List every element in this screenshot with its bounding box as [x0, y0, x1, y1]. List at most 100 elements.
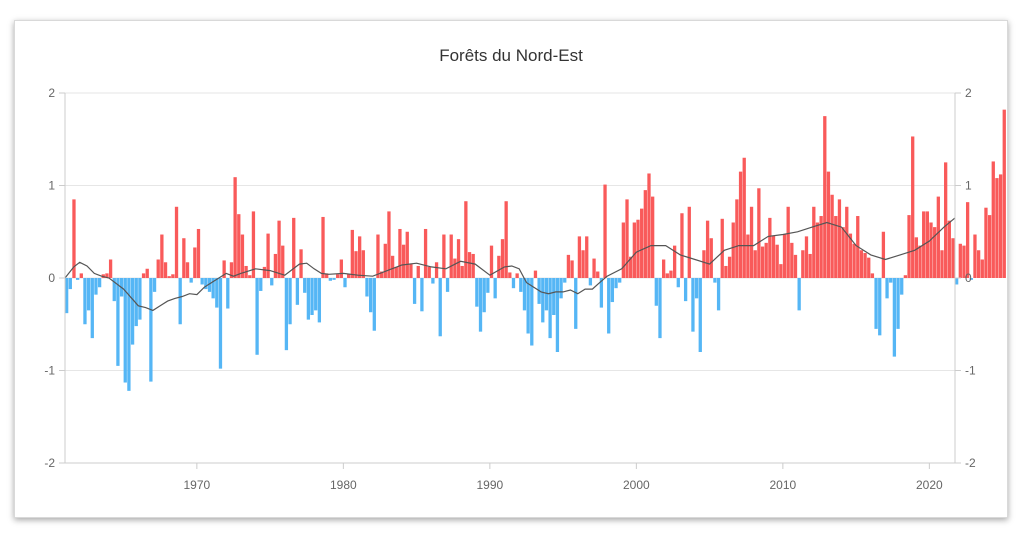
data-bar: [665, 273, 669, 278]
data-bar: [618, 278, 622, 283]
data-bar: [819, 216, 823, 278]
data-bar: [1002, 109, 1006, 279]
data-bar: [438, 278, 442, 337]
data-bar: [911, 136, 915, 278]
data-bar: [720, 218, 724, 278]
data-bar: [881, 231, 886, 278]
data-bar: [727, 256, 732, 278]
data-bar: [629, 256, 633, 278]
axes-group: [59, 92, 961, 469]
data-bar: [925, 211, 929, 278]
data-bar: [248, 275, 252, 278]
data-bar: [867, 257, 871, 278]
data-bar: [478, 278, 483, 332]
data-bar: [658, 278, 662, 339]
data-bar: [724, 265, 728, 278]
data-bar: [621, 222, 626, 278]
data-bar: [255, 278, 259, 355]
y-tick-label-left: 1: [48, 179, 55, 193]
data-bar: [497, 255, 501, 278]
data-bar: [189, 278, 193, 283]
data-bar: [229, 262, 234, 278]
data-bar: [218, 278, 223, 369]
data-bar: [793, 254, 798, 278]
data-bar: [467, 252, 472, 278]
data-bar: [167, 276, 171, 278]
data-bar: [760, 246, 765, 278]
data-bar: [698, 278, 702, 352]
data-bar: [951, 238, 955, 278]
data-bar: [207, 278, 212, 292]
data-bar: [837, 199, 842, 278]
data-bar: [339, 259, 343, 278]
data-bar: [603, 184, 607, 278]
data-bar: [277, 220, 281, 278]
data-bar: [991, 161, 995, 278]
data-bar: [79, 273, 83, 278]
data-bar: [94, 278, 98, 295]
data-bar: [958, 243, 962, 278]
tick-labels-group: 2 2 1 1 0 0 -1 -1 -2 -2 1970 1980 1990 2000 2010 2020: [44, 86, 976, 492]
data-bar: [343, 278, 347, 288]
data-bar: [193, 247, 197, 278]
data-bar: [947, 220, 951, 278]
data-bar: [907, 215, 911, 278]
data-bar: [764, 242, 768, 278]
data-bar: [504, 201, 508, 278]
data-bar: [691, 278, 695, 332]
data-bar: [314, 278, 318, 311]
data-bar: [845, 206, 849, 278]
data-bar: [489, 245, 494, 278]
data-bar: [328, 278, 332, 281]
data-bar: [779, 264, 783, 278]
data-bar: [929, 222, 933, 278]
data-bar: [112, 278, 116, 302]
data-bar: [460, 265, 464, 278]
data-bar: [797, 278, 801, 311]
data-bar: [347, 274, 351, 278]
data-bar: [412, 278, 417, 304]
data-bar: [405, 231, 409, 278]
data-bar: [738, 171, 743, 278]
data-bar: [555, 278, 560, 352]
data-bar: [757, 188, 761, 278]
data-bar: [940, 250, 944, 278]
data-bar: [702, 250, 706, 278]
data-bar: [303, 278, 307, 293]
data-bar: [310, 278, 314, 315]
x-tick-label: 1980: [330, 478, 357, 492]
x-tick-label: 1970: [184, 478, 211, 492]
data-bar: [962, 245, 966, 278]
data-bar: [742, 157, 746, 278]
data-bar: [90, 278, 94, 339]
data-bar: [859, 250, 864, 278]
x-tick-label: 2010: [770, 478, 797, 492]
data-bar: [434, 262, 439, 278]
data-bar: [640, 208, 644, 278]
data-bar: [160, 234, 164, 278]
data-bar: [233, 177, 237, 278]
data-bar: [508, 272, 512, 278]
data-bar: [570, 260, 574, 278]
data-bar: [237, 214, 241, 278]
data-bar: [178, 278, 182, 325]
data-bar: [398, 228, 402, 278]
data-bar: [449, 234, 453, 278]
data-bar: [804, 236, 809, 278]
data-bar: [746, 234, 750, 278]
data-bar: [566, 254, 571, 278]
data-bar: [716, 278, 721, 311]
data-bar: [933, 227, 937, 278]
data-bar: [834, 216, 838, 278]
data-bar: [105, 273, 109, 278]
data-bar: [896, 278, 900, 329]
data-bar: [592, 258, 596, 278]
data-bar: [482, 278, 486, 313]
data-bar: [987, 215, 992, 278]
data-bar: [965, 202, 970, 278]
data-bar: [171, 274, 175, 278]
data-bar: [812, 206, 816, 278]
data-bar: [636, 219, 640, 278]
data-bar: [475, 278, 479, 307]
data-bar: [295, 278, 300, 305]
